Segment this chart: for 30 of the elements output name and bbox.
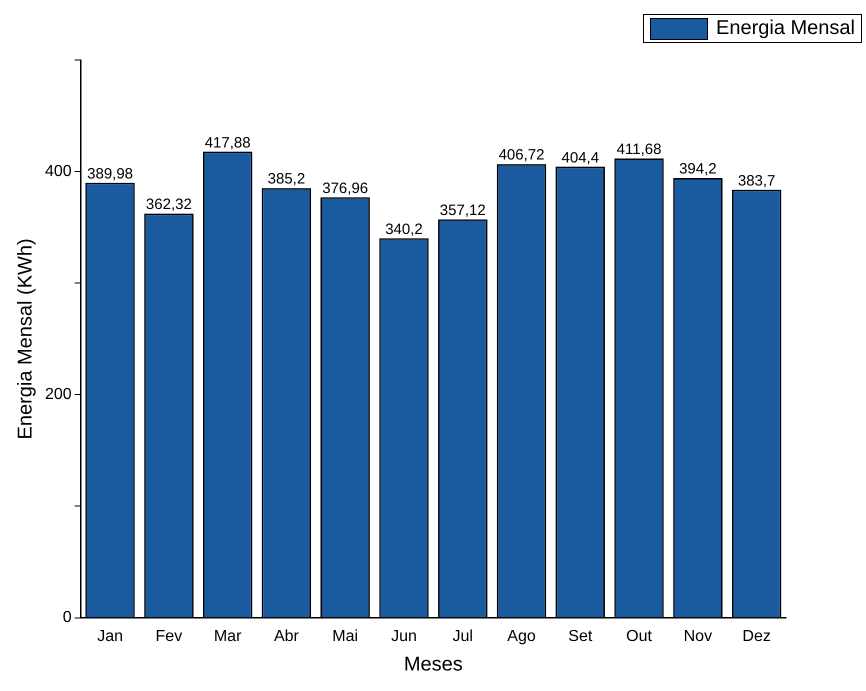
text: Energia Mensal xyxy=(716,17,855,40)
data-label: 385,2 xyxy=(268,170,306,188)
data-label: 340,2 xyxy=(385,220,423,238)
data-label: 411,68 xyxy=(616,141,662,158)
x-tick-label: Set xyxy=(568,628,593,645)
x-tick-label: Abr xyxy=(274,628,300,645)
data-label: 362,32 xyxy=(146,196,192,214)
x-tick-label: Out xyxy=(626,628,653,645)
data-label: 394,2 xyxy=(679,160,717,178)
x-tick-label: Jul xyxy=(452,628,473,645)
y-tick-label: 400 xyxy=(44,162,72,180)
x-tick-label: Ago xyxy=(507,628,536,645)
y-axis-title: Energia Mensal (KWh) xyxy=(14,238,37,440)
x-axis-title: Meses xyxy=(404,654,463,676)
y-tick-label: 200 xyxy=(44,386,72,404)
data-label: 376,96 xyxy=(322,180,368,197)
x-tick-label: Mar xyxy=(214,628,242,645)
x-tick-label: Jan xyxy=(97,628,123,645)
x-tick-label: Nov xyxy=(684,628,712,645)
x-tick-label: Mai xyxy=(332,628,358,645)
data-label: 383,7 xyxy=(738,172,776,190)
x-tick-label: Jun xyxy=(391,628,417,645)
data-label: 417,88 xyxy=(204,134,251,152)
y-tick-label: 0 xyxy=(62,609,72,626)
x-tick-label: Fev xyxy=(156,628,182,645)
data-label: 404,4 xyxy=(562,149,600,166)
data-label: 406,72 xyxy=(498,146,544,164)
data-label: 389,98 xyxy=(87,165,134,182)
data-label: 357,12 xyxy=(440,202,486,220)
x-tick-label: Dez xyxy=(742,628,771,645)
